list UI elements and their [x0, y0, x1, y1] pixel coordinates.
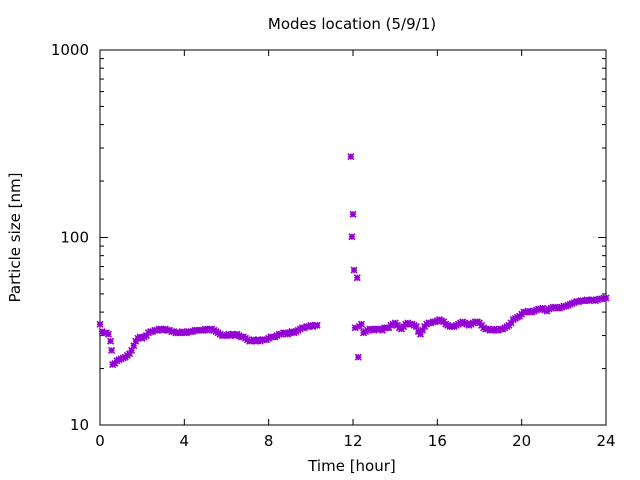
- x-tick-label: 0: [95, 432, 105, 450]
- y-tick-label: 10: [70, 416, 89, 434]
- x-tick-label: 8: [264, 432, 274, 450]
- data-point: [562, 302, 570, 310]
- x-tick-label: 20: [512, 432, 531, 450]
- data-point: [575, 298, 583, 306]
- data-point: [128, 346, 136, 354]
- data-point: [594, 296, 602, 304]
- data-point: [568, 299, 576, 307]
- x-tick-label: 12: [343, 432, 362, 450]
- data-point: [106, 337, 115, 345]
- data-point: [585, 297, 593, 305]
- data-point: [537, 305, 545, 313]
- data-point: [507, 319, 515, 327]
- x-tick-label: 16: [428, 432, 447, 450]
- data-point: [570, 298, 578, 307]
- data-point: [591, 297, 600, 305]
- data-point: [419, 326, 427, 334]
- data-point: [556, 304, 564, 312]
- data-point: [558, 303, 566, 311]
- data-point: [547, 304, 555, 312]
- data-point: [350, 266, 358, 274]
- data-point: [583, 296, 591, 304]
- data-point: [598, 295, 606, 303]
- x-axis-label: Time [hour]: [307, 457, 396, 475]
- data-point: [108, 346, 116, 354]
- data-point: [357, 320, 365, 328]
- data-point: [589, 296, 597, 304]
- data-point: [566, 300, 574, 308]
- y-axis-label: Particle size [nm]: [6, 173, 24, 303]
- data-point: [351, 324, 359, 332]
- data-point: [551, 303, 559, 311]
- data-point: [349, 210, 357, 218]
- data-point: [581, 297, 589, 305]
- y-tick-label: 1000: [51, 41, 89, 59]
- data-point: [130, 342, 138, 350]
- x-tick-label: 24: [596, 432, 615, 450]
- x-tick-label: 4: [180, 432, 190, 450]
- data-point: [96, 320, 104, 328]
- data-point: [125, 350, 134, 358]
- data-point: [348, 233, 356, 241]
- data-point: [416, 330, 425, 338]
- data-point: [564, 301, 572, 309]
- data-point: [347, 153, 355, 161]
- data-point: [354, 353, 362, 361]
- data-point: [412, 322, 420, 331]
- axis-tick-labels: 0 4 8 12 16 20 24 10 100 1000: [51, 41, 616, 450]
- data-points: [96, 153, 610, 369]
- data-point: [602, 294, 610, 302]
- data-point: [104, 330, 112, 338]
- chart-title: Modes location (5/9/1): [268, 15, 436, 33]
- data-point: [545, 305, 553, 313]
- axis-ticks: [99, 49, 607, 426]
- data-point: [353, 274, 361, 282]
- data-point: [313, 321, 321, 329]
- y-tick-label: 100: [60, 229, 89, 247]
